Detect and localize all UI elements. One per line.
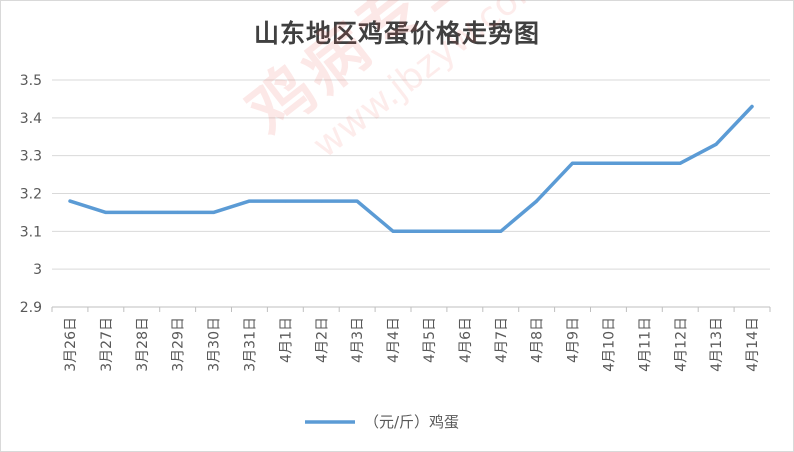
data-point <box>499 229 503 233</box>
data-point <box>247 199 251 203</box>
x-tick-label: 4月6日 <box>458 317 474 363</box>
data-point <box>212 210 216 214</box>
x-tick-label: 4月1日 <box>278 317 294 363</box>
data-point <box>104 210 108 214</box>
x-tick-label: 3月26日 <box>63 317 79 372</box>
x-tick-label: 4月11日 <box>637 317 653 372</box>
data-point <box>535 199 539 203</box>
x-tick-label: 4月4日 <box>386 317 402 363</box>
legend-label: （元/斤）鸡蛋 <box>364 413 459 431</box>
x-tick-label: 4月2日 <box>314 317 330 363</box>
x-axis <box>51 307 771 312</box>
data-point <box>68 199 72 203</box>
y-tick-labels: 2.9 3 3.1 3.2 3.3 3.4 3.5 <box>20 73 42 316</box>
x-tick-label: 4月14日 <box>745 317 761 372</box>
data-point <box>140 210 144 214</box>
x-tick-label: 4月5日 <box>422 317 438 363</box>
data-point <box>427 229 431 233</box>
data-point <box>355 199 359 203</box>
data-point <box>391 229 395 233</box>
y-tick-label: 3.2 <box>20 187 42 203</box>
series-line <box>68 104 754 234</box>
x-tick-label: 4月12日 <box>673 317 689 372</box>
x-tick-label: 4月13日 <box>709 317 725 372</box>
data-point <box>678 161 682 165</box>
x-tick-label: 3月30日 <box>207 317 223 372</box>
x-tick-label: 4月3日 <box>350 317 366 363</box>
data-point <box>463 229 467 233</box>
legend: （元/斤）鸡蛋 <box>305 413 459 431</box>
data-point <box>319 199 323 203</box>
chart-title: 山东地区鸡蛋价格走势图 <box>253 19 540 48</box>
y-tick-label: 3 <box>33 262 42 278</box>
data-point <box>283 199 287 203</box>
data-point <box>606 161 610 165</box>
y-tick-label: 3.4 <box>20 111 42 127</box>
series-lines <box>68 104 754 234</box>
data-point <box>176 210 180 214</box>
x-tick-labels: 3月26日 3月27日 3月28日 3月29日 3月30日 3月31日 4月1日 4月2日 4月… <box>63 317 761 372</box>
x-tick-label: 4月7日 <box>494 317 510 363</box>
x-tick-label: 4月9日 <box>566 317 582 363</box>
x-tick-label: 3月28日 <box>135 317 151 372</box>
x-tick-label: 3月29日 <box>171 317 187 372</box>
data-point <box>642 161 646 165</box>
data-point <box>571 161 575 165</box>
data-point <box>750 104 754 108</box>
x-tick-label: 3月27日 <box>99 317 115 372</box>
data-point <box>714 142 718 146</box>
gridlines <box>52 79 770 308</box>
x-tick-label: 3月31日 <box>242 317 258 372</box>
x-tick-label: 4月10日 <box>601 317 617 372</box>
x-tick-label: 4月8日 <box>530 317 546 363</box>
y-tick-label: 3.3 <box>20 149 42 165</box>
y-tick-label: 2.9 <box>20 300 42 316</box>
y-tick-label: 3.1 <box>20 224 42 240</box>
y-tick-label: 3.5 <box>20 73 42 89</box>
